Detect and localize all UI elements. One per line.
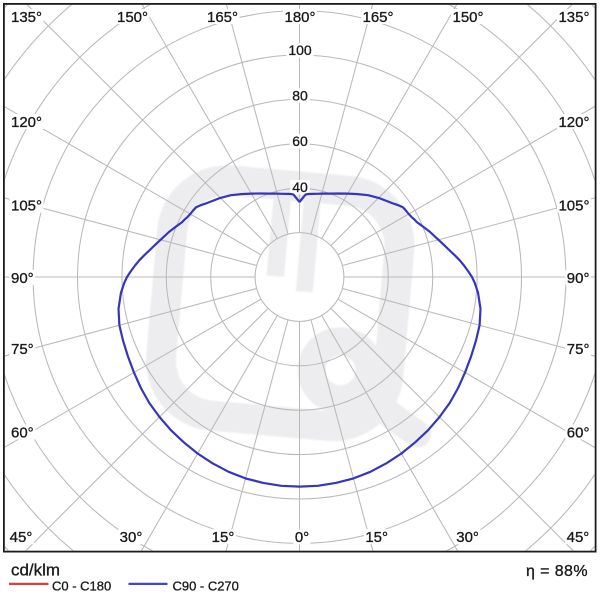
svg-text:cd/klm: cd/klm bbox=[11, 560, 60, 579]
svg-text:90°: 90° bbox=[11, 270, 34, 287]
svg-text:45°: 45° bbox=[10, 529, 33, 546]
svg-text:150°: 150° bbox=[452, 9, 483, 26]
svg-text:75°: 75° bbox=[11, 341, 34, 358]
svg-text:30°: 30° bbox=[456, 529, 479, 546]
svg-text:15°: 15° bbox=[365, 529, 388, 546]
svg-text:105°: 105° bbox=[558, 197, 589, 214]
svg-text:60: 60 bbox=[292, 133, 308, 149]
svg-text:60°: 60° bbox=[567, 424, 590, 441]
svg-text:105°: 105° bbox=[11, 197, 42, 214]
svg-text:135°: 135° bbox=[558, 9, 589, 26]
svg-text:30°: 30° bbox=[120, 529, 143, 546]
svg-text:180°: 180° bbox=[285, 9, 316, 26]
svg-text:15°: 15° bbox=[212, 529, 235, 546]
svg-text:100: 100 bbox=[288, 42, 312, 58]
svg-text:40: 40 bbox=[292, 179, 308, 195]
svg-text:165°: 165° bbox=[362, 9, 393, 26]
svg-text:45°: 45° bbox=[567, 529, 590, 546]
svg-text:135°: 135° bbox=[11, 9, 42, 26]
svg-text:η = 88%: η = 88% bbox=[526, 563, 588, 580]
svg-text:60°: 60° bbox=[11, 424, 34, 441]
svg-text:C90 - C270: C90 - C270 bbox=[172, 578, 238, 593]
svg-text:C0 - C180: C0 - C180 bbox=[52, 578, 111, 593]
svg-text:120°: 120° bbox=[11, 114, 42, 131]
svg-text:165°: 165° bbox=[207, 9, 238, 26]
svg-text:90°: 90° bbox=[567, 270, 590, 287]
svg-text:150°: 150° bbox=[117, 9, 148, 26]
svg-text:75°: 75° bbox=[567, 341, 590, 358]
svg-text:80: 80 bbox=[292, 87, 308, 103]
svg-text:120°: 120° bbox=[558, 114, 589, 131]
svg-text:0°: 0° bbox=[295, 529, 309, 546]
